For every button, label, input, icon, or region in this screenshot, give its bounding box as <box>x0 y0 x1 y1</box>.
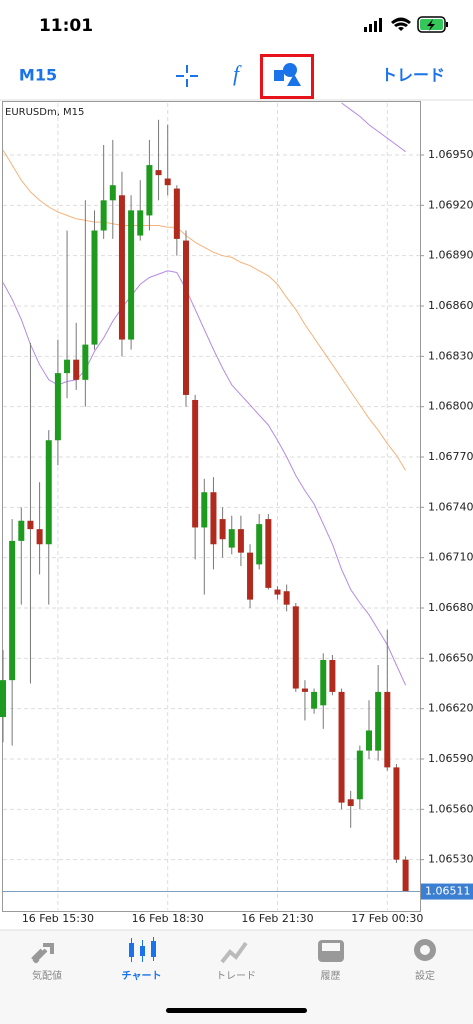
candle-body <box>45 440 52 545</box>
tab-label[interactable]: トレード <box>216 971 256 982</box>
candle-body <box>292 606 299 689</box>
candle-body <box>366 730 372 751</box>
chart-title: EURUSDm, M15 <box>5 107 84 118</box>
y-tick-label: 1.06680 <box>428 601 473 614</box>
ma-line <box>2 270 407 686</box>
candle-body <box>173 188 180 239</box>
candle-body <box>146 165 153 216</box>
candle-body <box>219 519 226 540</box>
y-tick-label: 1.06590 <box>428 752 473 765</box>
candle-body <box>356 750 363 800</box>
x-tick-label: 17 Feb 00:30 <box>351 912 423 925</box>
crosshair-button[interactable] <box>176 65 198 87</box>
candle-body <box>54 373 61 441</box>
last-price-box <box>421 883 473 900</box>
trade-button[interactable]: トレード <box>381 66 445 85</box>
candle-body <box>237 529 244 553</box>
plot-area: 1.06950 1.06920 1.06890 1.06860 1.06830 1.068… <box>0 102 473 925</box>
candle-body <box>402 859 409 892</box>
candle-body <box>100 200 107 231</box>
last-price-label: 1.06511 <box>425 885 471 898</box>
candle-body <box>274 589 281 595</box>
candle-body <box>201 492 208 528</box>
candle-body <box>256 524 263 565</box>
candle-body <box>64 359 71 374</box>
candle-body <box>192 399 199 528</box>
candle-body <box>283 591 290 605</box>
candle-body <box>320 660 327 706</box>
y-tick-label: 1.06650 <box>428 651 473 664</box>
y-tick-label: 1.06770 <box>428 450 473 463</box>
y-tick-label: 1.06950 <box>428 148 473 161</box>
y-tick-label: 1.06800 <box>428 400 473 413</box>
candle-body <box>301 688 308 692</box>
candle-body <box>137 210 144 236</box>
candle-body <box>82 344 89 380</box>
y-tick-label: 1.06920 <box>428 198 473 211</box>
x-tick-label: 16 Feb 21:30 <box>241 912 313 925</box>
candle-body <box>375 691 382 751</box>
y-tick-label: 1.06710 <box>428 551 473 564</box>
candle-body <box>109 185 116 201</box>
candle-body <box>347 799 354 806</box>
candle-body <box>18 520 25 541</box>
candle-body <box>9 540 16 681</box>
candle-body <box>329 660 336 692</box>
candle-body <box>164 178 171 186</box>
candle-body <box>73 359 80 380</box>
x-tick-label: 16 Feb 15:30 <box>22 912 94 925</box>
candle-body <box>228 529 235 548</box>
status-icons <box>364 16 448 33</box>
home-indicator <box>166 1008 307 1013</box>
candle-body <box>155 170 162 176</box>
tabs: 気配値 チャート トレード 履歴 設定 <box>32 969 435 982</box>
candle-body <box>91 230 98 345</box>
candle-body <box>247 552 254 600</box>
ma-line <box>341 102 406 153</box>
tab-icons <box>31 937 436 964</box>
y-tick-label: 1.06740 <box>428 500 473 513</box>
candle-body <box>338 691 345 803</box>
candle-body <box>384 691 391 768</box>
objects-button[interactable] <box>260 54 314 99</box>
y-tick-label: 1.06830 <box>428 349 473 362</box>
candle-body <box>393 767 400 860</box>
candle-body <box>183 240 189 395</box>
candle-body <box>311 691 318 709</box>
candle-body <box>36 529 43 545</box>
candle-body <box>210 492 217 545</box>
indicator-button[interactable]: f <box>233 61 242 86</box>
x-tick-label: 16 Feb 18:30 <box>132 912 204 925</box>
y-tick-label: 1.06530 <box>428 853 473 866</box>
ma-line <box>2 149 407 471</box>
timeframe-button[interactable]: M15 <box>19 66 57 85</box>
status-time: 11:01 <box>39 16 93 36</box>
tab-label[interactable]: 気配値 <box>32 969 62 982</box>
candle-body <box>118 195 125 340</box>
tab-label[interactable]: チャート <box>122 970 162 982</box>
candle-body <box>128 210 135 340</box>
candle-body <box>265 519 272 588</box>
y-tick-label: 1.06890 <box>428 249 473 262</box>
tab-label[interactable]: 設定 <box>415 969 435 982</box>
y-tick-label: 1.06620 <box>428 702 473 715</box>
y-tick-label: 1.06560 <box>428 802 473 815</box>
candle-body <box>27 520 34 530</box>
tab-label[interactable]: 履歴 <box>321 970 341 982</box>
candle-body <box>0 680 6 718</box>
y-tick-label: 1.06860 <box>428 299 473 312</box>
